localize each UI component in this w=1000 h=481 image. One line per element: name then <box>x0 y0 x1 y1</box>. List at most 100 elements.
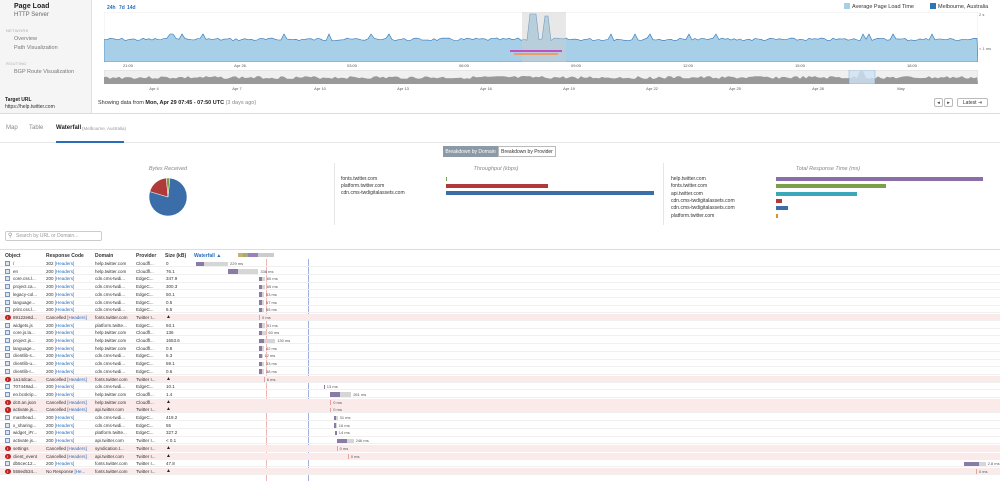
tab-waterfall[interactable]: Waterfall <box>56 125 82 131</box>
object-name[interactable]: en <box>13 268 19 274</box>
table-row[interactable]: project.ca... 200 [Headers] cdn.cms-twdi..… <box>0 283 1000 291</box>
breakdown-by-provider-button[interactable]: Breakdown by Provider <box>498 146 556 157</box>
headers-link[interactable]: [Headers] <box>67 314 87 320</box>
headers-link[interactable]: [Headers] <box>54 261 75 266</box>
nav-item-path-visualization[interactable]: Path Visualization <box>14 45 58 51</box>
load-time-chart[interactable] <box>104 12 978 62</box>
table-row[interactable]: language... 200 [Headers] cdn.cms-twdi... E… <box>0 299 1000 306</box>
object-name[interactable]: clientlib-s... <box>13 353 36 359</box>
headers-link[interactable]: [Headers] <box>54 345 75 351</box>
next-button[interactable]: ▸ <box>944 98 953 107</box>
table-row[interactable]: 707448ad... 200 [Headers] cdn.cms-twdi... E… <box>0 383 1000 391</box>
headers-link[interactable]: [Headers] <box>54 391 75 397</box>
table-row[interactable]: widgets.js 200 [Headers] platform.twitte..… <box>0 322 1000 329</box>
headers-link[interactable]: [Headers] <box>54 330 75 336</box>
table-row[interactable]: db5cec12... 200 [Headers] fonts.twitter.co… <box>0 460 1000 468</box>
breakdown-by-domain-button[interactable]: Breakdown by Domain <box>443 146 498 157</box>
headers-link[interactable]: [Headers] <box>54 353 75 359</box>
headers-link[interactable]: [Headers] <box>54 299 75 305</box>
header-object[interactable]: Object <box>5 253 21 259</box>
nav-subtitle[interactable]: HTTP Server <box>14 12 49 18</box>
headers-link[interactable]: [He... <box>74 468 86 474</box>
table-row[interactable]: ! client_event Cancelled [Headers] api.twit… <box>0 452 1000 460</box>
headers-link[interactable]: [Headers] <box>54 284 75 290</box>
table-row[interactable]: x_sharing... 200 [Headers] cdn.cms-twdi...… <box>0 422 1000 429</box>
bytes-pie-chart[interactable] <box>147 176 189 218</box>
headers-link[interactable]: [Headers] <box>54 430 75 436</box>
headers-link[interactable]: [Headers] <box>54 268 75 274</box>
header-response-code[interactable]: Response Code <box>46 253 84 259</box>
overview-selection[interactable] <box>848 70 876 84</box>
table-row[interactable]: ! settings Cancelled [Headers] syndication.… <box>0 444 1000 452</box>
table-row[interactable]: print.css.l... 200 [Headers] cdn.cms-twdi.… <box>0 306 1000 314</box>
table-row[interactable]: en 200 [Headers] help.twitter.com Cloudfl..… <box>0 268 1000 275</box>
headers-link[interactable]: [Headers] <box>54 322 75 328</box>
legend-melbourne[interactable]: Melbourne, Australia <box>930 3 988 10</box>
nav-item-bgp[interactable]: BGP Route Visualization <box>14 69 75 75</box>
tab-map[interactable]: Map <box>6 125 18 131</box>
range-14d-link[interactable]: 14d <box>127 5 136 11</box>
header-size[interactable]: Size (kB) <box>165 253 187 259</box>
header-waterfall[interactable]: Waterfall ▲ <box>194 253 222 259</box>
headers-link[interactable]: [Headers] <box>67 407 87 413</box>
headers-link[interactable]: [Headers] <box>67 453 87 459</box>
object-name[interactable]: language... <box>13 299 36 305</box>
headers-link[interactable]: [Headers] <box>54 368 75 374</box>
object-name[interactable]: widget_iFr... <box>13 430 38 436</box>
nav-item-overview[interactable]: Overview <box>14 36 37 42</box>
table-row[interactable]: ! dc0.an.json Cancelled [Headers] help.twit… <box>0 398 1000 406</box>
table-row[interactable]: project.js... 200 [Headers] help.twitter.c… <box>0 337 1000 345</box>
range-7d-link[interactable]: 7d <box>119 5 125 11</box>
object-name[interactable]: print.css.l... <box>13 307 36 313</box>
headers-link[interactable]: [Headers] <box>54 461 75 467</box>
object-name[interactable]: widgets.js <box>13 322 33 328</box>
object-name[interactable]: masthead... <box>13 415 37 420</box>
object-name[interactable]: clientlib-u... <box>13 361 36 367</box>
table-row[interactable]: legacy-col... 200 [Headers] cdn.cms-twdi..… <box>0 291 1000 298</box>
object-name[interactable]: 1a14dcac... <box>13 376 37 382</box>
object-name[interactable]: project.ca... <box>13 284 37 290</box>
object-name[interactable]: en.bcskrip... <box>13 391 38 397</box>
headers-link[interactable]: [Headers] <box>54 361 75 367</box>
table-row[interactable]: language... 200 [Headers] help.twitter.com… <box>0 345 1000 352</box>
headers-link[interactable]: [Headers] <box>54 338 75 343</box>
headers-link[interactable]: [Headers] <box>67 399 87 405</box>
object-name[interactable]: project.js... <box>13 338 35 343</box>
object-name[interactable]: 558ed534... <box>13 468 37 474</box>
table-row[interactable]: ! 558ed534... No Response [He... fonts.twit… <box>0 467 1000 476</box>
header-provider[interactable]: Provider <box>136 253 157 259</box>
nav-title[interactable]: Page Load <box>14 3 50 10</box>
headers-link[interactable]: [Headers] <box>54 307 75 313</box>
previous-button[interactable]: ◂ <box>934 98 943 107</box>
table-row[interactable]: clientlib-s... 200 [Headers] cdn.cms-twdi.… <box>0 352 1000 360</box>
table-row[interactable]: masthead... 200 [Headers] cdn.cms-twdi... E… <box>0 414 1000 422</box>
headers-link[interactable]: [Headers] <box>54 415 75 420</box>
table-row[interactable]: widget_iFr... 200 [Headers] platform.twitt… <box>0 429 1000 437</box>
table-row[interactable]: clientlib-u... 200 [Headers] cdn.cms-twdi.… <box>0 360 1000 368</box>
table-row[interactable]: clientlib-r... 200 [Headers] cdn.cms-twdi.… <box>0 368 1000 375</box>
overview-strip[interactable] <box>104 70 978 84</box>
range-24h-link[interactable]: 24h <box>107 5 116 11</box>
headers-link[interactable]: [Headers] <box>67 445 87 451</box>
headers-link[interactable]: [Headers] <box>54 438 75 444</box>
object-name[interactable]: / <box>13 261 15 266</box>
object-name[interactable]: 89122e8d... <box>13 314 37 320</box>
object-name[interactable]: activate.js... <box>13 407 37 413</box>
object-name[interactable]: x_sharing... <box>13 422 37 428</box>
object-name[interactable]: 707448ad... <box>13 384 37 390</box>
object-name[interactable]: dc0.an.json <box>13 399 37 405</box>
tab-table[interactable]: Table <box>29 125 44 131</box>
object-name[interactable]: core.css.l... <box>13 276 36 282</box>
search-input[interactable]: ⚲ Search by URL or Domain... <box>5 231 102 241</box>
object-name[interactable]: settings <box>13 445 29 451</box>
latest-button[interactable]: Latest ⇥ <box>957 98 988 107</box>
object-name[interactable]: activate.js... <box>13 438 37 444</box>
table-row[interactable]: ! 89122e8d... Cancelled [Headers] fonts.twi… <box>0 313 1000 322</box>
object-name[interactable]: language... <box>13 345 36 351</box>
headers-link[interactable]: [Headers] <box>54 422 75 428</box>
headers-link[interactable]: [Headers] <box>67 376 87 382</box>
table-row[interactable]: / 302 [Headers] help.twitter.com Cloudfl...… <box>0 260 1000 268</box>
object-name[interactable]: client_event <box>13 453 38 459</box>
table-row[interactable]: core.js.la... 200 [Headers] help.twitter.c… <box>0 329 1000 337</box>
table-row[interactable]: core.css.l... 200 [Headers] cdn.cms-twdi..… <box>0 275 1000 283</box>
